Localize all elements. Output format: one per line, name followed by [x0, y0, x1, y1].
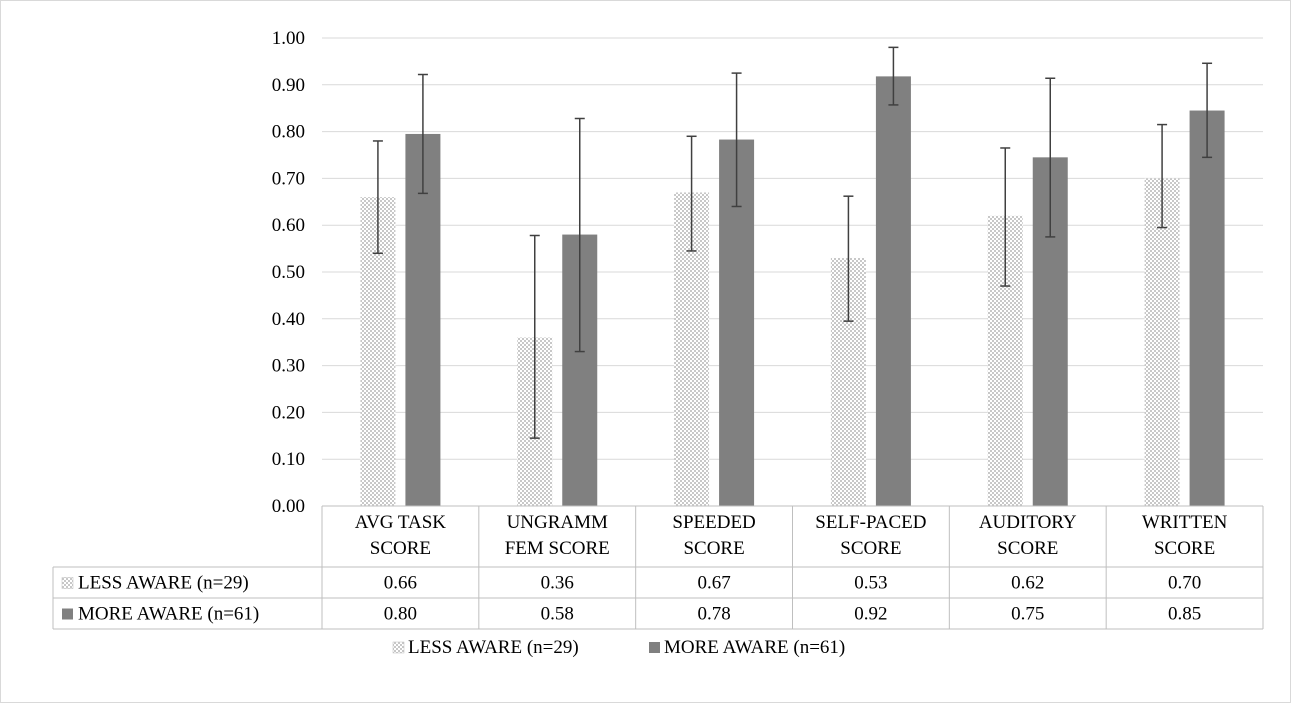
table-cell-value: 0.92 [854, 604, 887, 625]
legend-key-less-aware [61, 577, 74, 589]
category-label: SCORE [840, 538, 901, 559]
table-cell-value: 0.75 [1011, 604, 1044, 625]
category-label: SCORE [370, 538, 431, 559]
y-tick-label: 1.00 [272, 28, 305, 49]
bar-more-aware [875, 76, 911, 506]
legend-swatch-less-aware [392, 641, 405, 654]
bar-less-aware [1144, 178, 1180, 506]
bar-more-aware [1189, 110, 1225, 506]
bars [360, 76, 1225, 506]
table-cell-value: 0.62 [1011, 573, 1044, 594]
table-cell-value: 0.36 [541, 573, 574, 594]
error-bars [372, 46, 1213, 439]
category-label: SCORE [683, 538, 744, 559]
category-label: UNGRAMM [507, 512, 608, 533]
bar-more-aware [405, 133, 441, 506]
legend-key-more-aware [62, 608, 73, 620]
error-bar [731, 72, 742, 208]
table-cell-value: 0.66 [384, 573, 417, 594]
category-label: AUDITORY [979, 512, 1077, 533]
category-label: SELF-PACED [815, 512, 926, 533]
gridlines [322, 37, 1263, 507]
table-cell-value: 0.70 [1168, 573, 1201, 594]
table-row-label: MORE AWARE (n=61) [78, 604, 259, 625]
category-label: SCORE [997, 538, 1058, 559]
y-tick-label: 0.10 [272, 449, 305, 470]
table-cell-value: 0.67 [697, 573, 730, 594]
table-cell-value: 0.78 [697, 604, 730, 625]
error-bar [843, 195, 854, 322]
y-tick-label: 0.20 [272, 402, 305, 423]
error-bar [686, 135, 697, 252]
error-bar [574, 117, 585, 353]
y-tick-label: 0.80 [272, 122, 305, 143]
y-tick-label: 0.00 [272, 496, 305, 517]
y-tick-label: 0.30 [272, 356, 305, 377]
legend-label: LESS AWARE (n=29) [408, 637, 579, 658]
table-cell-value: 0.85 [1168, 604, 1201, 625]
error-bar [417, 73, 428, 195]
error-bar [372, 140, 383, 255]
error-bar [1045, 77, 1056, 238]
table-row-label: LESS AWARE (n=29) [78, 573, 249, 594]
category-label: WRITTEN [1142, 512, 1228, 533]
y-tick-label: 0.40 [272, 309, 305, 330]
category-label: FEM SCORE [505, 538, 610, 559]
category-label: SCORE [1154, 538, 1215, 559]
table-cell-value: 0.53 [854, 573, 887, 594]
y-tick-label: 0.50 [272, 262, 305, 283]
error-bar [1202, 62, 1213, 159]
y-axis-tick-labels: 0.00 0.10 0.20 0.30 0.40 0.50 0.60 0.70 0.80 0.90… [272, 28, 305, 517]
table-cell-value: 0.58 [541, 604, 574, 625]
error-bar [888, 46, 899, 106]
data-table: AVG TASK SCORE UNGRAMM FEM SCORE SPEEDED SCOR… [52, 505, 1264, 630]
y-tick-label: 0.70 [272, 168, 305, 189]
error-bar [529, 234, 540, 439]
legend-swatch-more-aware [649, 642, 660, 653]
y-tick-label: 0.90 [272, 75, 305, 96]
table-cell-value: 0.80 [384, 604, 417, 625]
error-bar [1157, 123, 1168, 229]
category-label: SPEEDED [672, 512, 755, 533]
legend-label: MORE AWARE (n=61) [664, 637, 845, 658]
legend: LESS AWARE (n=29) MORE AWARE (n=61) [392, 637, 845, 658]
error-bar [1000, 147, 1011, 287]
y-tick-label: 0.60 [272, 215, 305, 236]
category-label: AVG TASK [355, 512, 446, 533]
